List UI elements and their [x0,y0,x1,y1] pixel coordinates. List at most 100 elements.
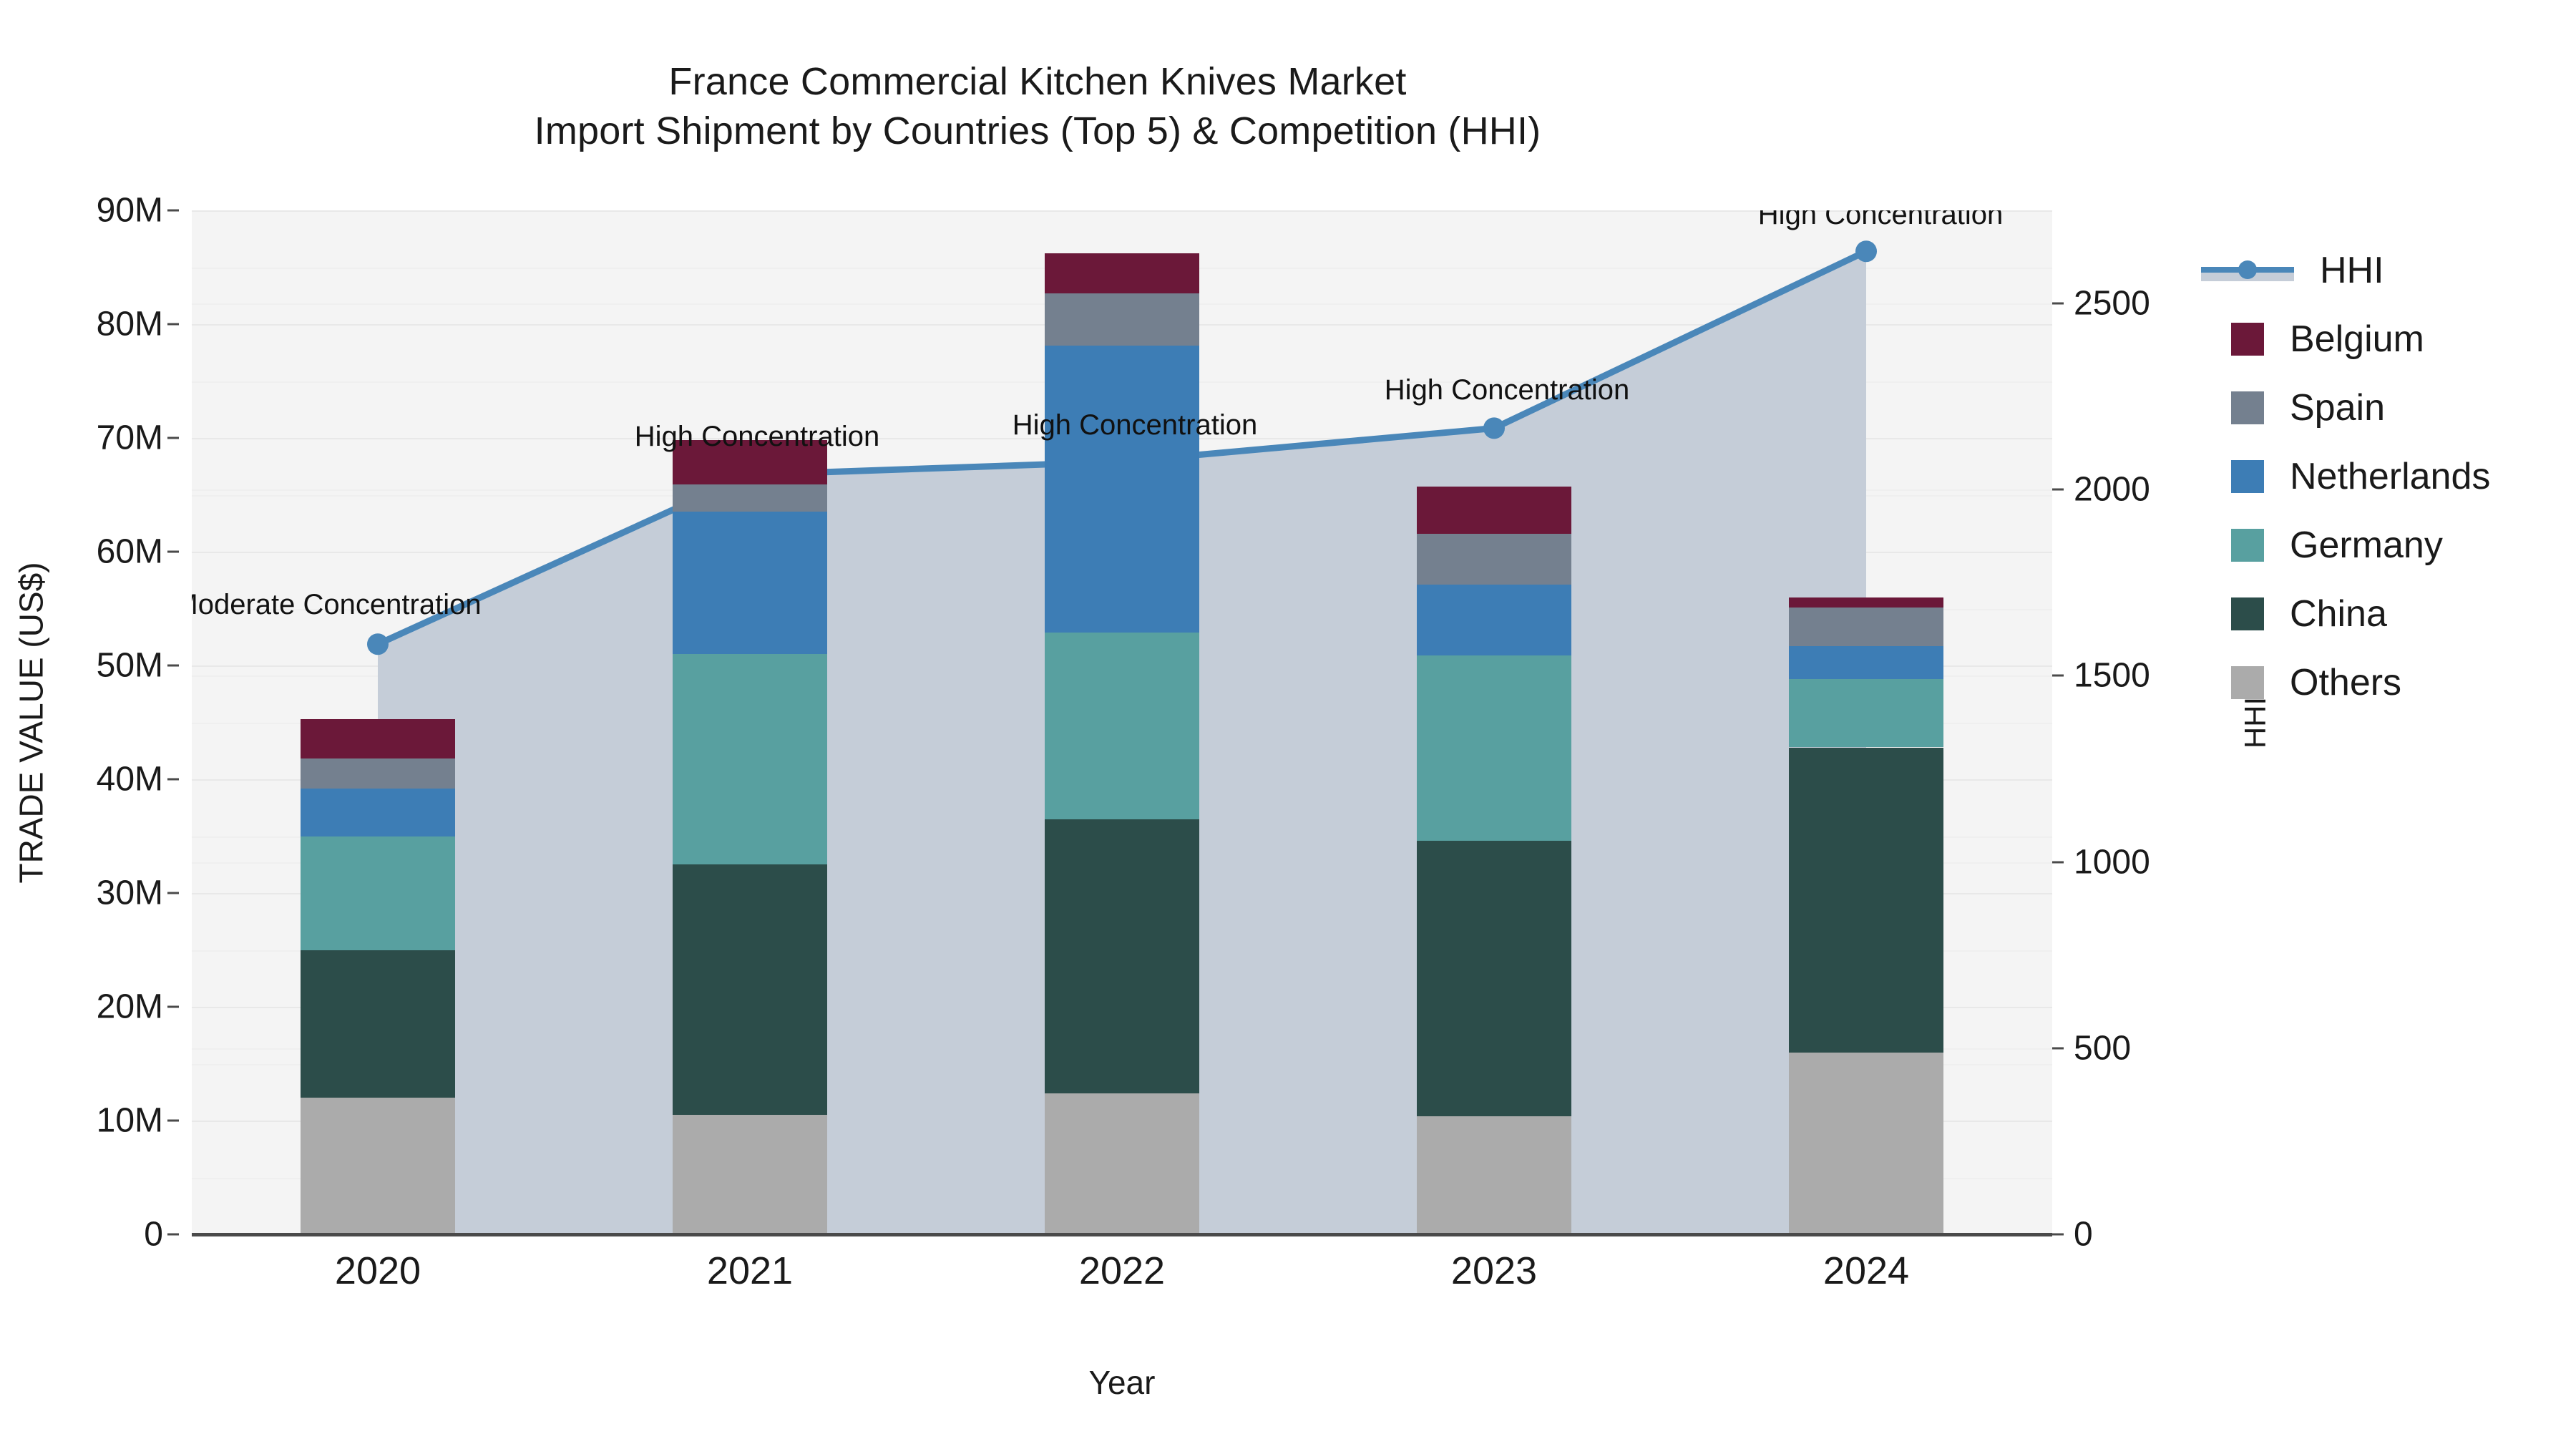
y-axis-right-tick-label: 2000 [2074,470,2150,509]
legend-label: Spain [2290,387,2385,429]
plot-inner: Moderate Concentration High Concentration… [192,210,2052,1234]
bar-segment-netherlands[interactable] [673,512,827,655]
bar-segment-spain[interactable] [1045,293,1199,346]
x-axis-line [192,1233,2052,1236]
y-axis-left-tick-label: 10M [96,1101,163,1140]
bar-segment-others[interactable] [1417,1116,1571,1234]
chart-title-line-1: France Commercial Kitchen Knives Market [668,60,1407,103]
legend-color-swatch [2231,391,2264,424]
y-axis-right-tick-label: 500 [2074,1029,2132,1068]
bar-segment-germany[interactable] [673,654,827,865]
y-axis-left-tick-label: 80M [96,305,163,343]
x-axis-ticks: 2020 2021 2022 2023 2024 [192,1249,2052,1306]
legend-line-marker [2201,254,2294,287]
bar-segment-spain[interactable] [673,484,827,512]
bar-column[interactable] [673,210,827,1234]
y-axis-right-tick-label: 0 [2074,1215,2093,1254]
legend-label: Belgium [2290,318,2424,360]
bar-segment-belgium[interactable] [673,440,827,485]
gridline [192,210,2052,212]
bar-segment-china[interactable] [673,864,827,1116]
y-axis-left-ticks: 0 10M 20M 30M 40M 50M 60M 70M 80M 90M [0,192,179,1254]
y-axis-right-tick-label: 2500 [2074,284,2150,323]
y-axis-left-tick-label: 30M [96,874,163,912]
annotation-label: High Concentration [1012,409,1258,441]
legend-item-china[interactable]: China [2231,580,2567,648]
bar-column[interactable] [301,210,455,1234]
y-axis-left-tick-mark [167,323,179,326]
y-axis-left-tick-mark [167,778,179,781]
bar-segment-others[interactable] [1789,1052,1943,1234]
y-axis-right-tick-mark [2052,1047,2064,1050]
y-axis-left-tick-mark [167,1005,179,1008]
bar-segment-netherlands[interactable] [301,788,455,836]
legend-label: Germany [2290,525,2443,566]
legend-item-belgium[interactable]: Belgium [2231,305,2567,374]
bar-segment-china[interactable] [1417,840,1571,1116]
x-axis-tick-label: 2020 [334,1249,421,1292]
bar-segment-germany[interactable] [301,836,455,950]
bar-segment-belgium[interactable] [301,718,455,759]
y-axis-right-tick-label: 1000 [2074,843,2150,882]
bar-segment-netherlands[interactable] [1789,645,1943,680]
bar-segment-spain[interactable] [1417,533,1571,585]
y-axis-right-tick-mark [2052,1233,2064,1236]
chart-legend: HHI Belgium Spain Netherlands Germany China Ot… [2201,236,2567,717]
x-axis-tick-label: 2021 [706,1249,794,1292]
legend-color-swatch [2231,529,2264,562]
y-axis-left-tick-mark [167,1233,179,1236]
hhi-point [1483,417,1505,439]
bar-column[interactable] [1417,210,1571,1234]
bar-segment-belgium[interactable] [1045,253,1199,294]
bar-segment-germany[interactable] [1045,632,1199,819]
y-axis-left-tick-label: 50M [96,646,163,685]
legend-label: China [2290,593,2387,635]
annotation-label: Moderate Concentration [192,589,482,621]
bar-column[interactable] [1045,210,1199,1234]
legend-item-hhi[interactable]: HHI [2201,236,2567,305]
bar-segment-belgium[interactable] [1789,597,1943,608]
legend-item-germany[interactable]: Germany [2231,511,2567,580]
bar-segment-china[interactable] [1789,747,1943,1053]
y-axis-right-tick-mark [2052,302,2064,305]
bar-segment-germany[interactable] [1789,679,1943,748]
legend-label: Others [2290,662,2402,703]
legend-color-swatch [2231,323,2264,356]
y-axis-left-tick-label: 60M [96,532,163,571]
chart-title-line-2: Import Shipment by Countries (Top 5) & C… [534,109,1541,153]
y-axis-left-tick-mark [167,892,179,894]
chart-title: France Commercial Kitchen Knives Market … [0,57,2075,156]
legend-color-swatch [2231,597,2264,630]
legend-point-marker [2238,260,2257,279]
annotation-label: High Concentration [1757,210,2004,231]
legend-item-others[interactable]: Others [2231,648,2567,717]
bar-segment-others[interactable] [1045,1093,1199,1234]
legend-color-swatch [2231,460,2264,493]
bar-segment-others[interactable] [673,1115,827,1234]
y-axis-left-tick-label: 90M [96,191,163,230]
legend-item-spain[interactable]: Spain [2231,374,2567,442]
bar-segment-spain[interactable] [1789,607,1943,646]
bar-column[interactable] [1789,210,1943,1234]
y-axis-left-tick-mark [167,209,179,212]
bar-segment-netherlands[interactable] [1045,346,1199,633]
bar-segment-others[interactable] [301,1098,455,1234]
y-axis-left-tick-label: 40M [96,760,163,799]
y-axis-right-tick-label: 1500 [2074,656,2150,695]
y-axis-right-tick-mark [2052,861,2064,864]
bar-segment-germany[interactable] [1417,655,1571,841]
bar-segment-spain[interactable] [301,758,455,789]
y-axis-left-tick-label: 20M [96,987,163,1026]
annotation-label: High Concentration [634,421,880,453]
y-axis-left-tick-mark [167,436,179,439]
plot-area: Moderate Concentration High Concentration… [192,210,2052,1234]
bar-segment-belgium[interactable] [1417,487,1571,534]
bar-segment-netherlands[interactable] [1417,585,1571,655]
legend-item-netherlands[interactable]: Netherlands [2231,442,2567,511]
legend-label: Netherlands [2290,456,2491,497]
bar-segment-china[interactable] [301,950,455,1098]
y-axis-left-tick-mark [167,550,179,553]
y-axis-right-tick-mark [2052,674,2064,677]
bar-segment-china[interactable] [1045,819,1199,1093]
